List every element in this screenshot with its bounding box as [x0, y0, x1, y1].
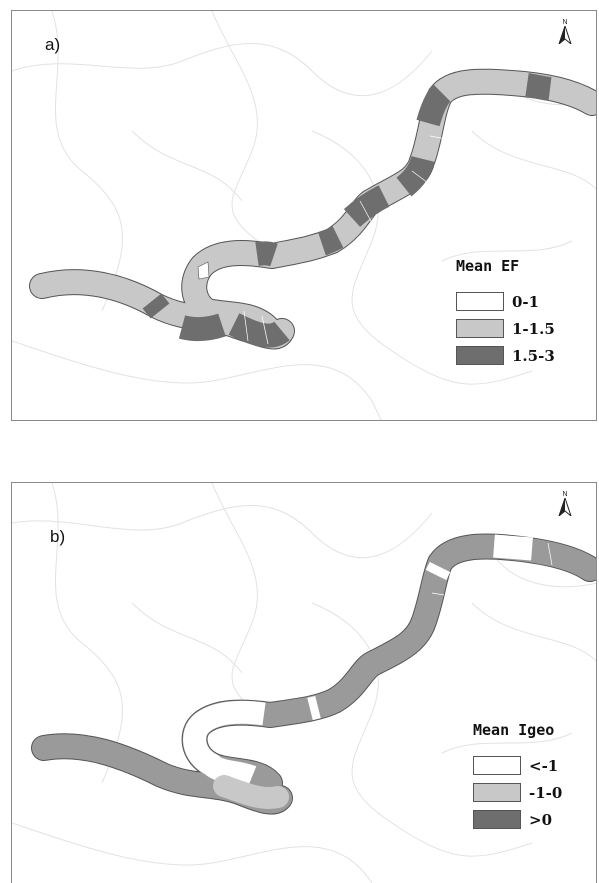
- river-map-b: [12, 483, 596, 883]
- legend-label: -1-0: [529, 783, 563, 802]
- legend-item: 1-1.5: [456, 318, 555, 339]
- north-arrow: N: [556, 19, 574, 48]
- panel-label: a): [45, 35, 61, 54]
- segment-lines: [243, 135, 447, 345]
- legend-label: 0-1: [512, 292, 540, 311]
- map-panel-b: b) N Mean Igeo <-1 -1-0 >0: [11, 482, 597, 883]
- legend-label: >0: [529, 810, 553, 829]
- legend-item: 1.5-3: [456, 345, 555, 366]
- admin-boundaries: [12, 11, 596, 420]
- map-panel-a: a) N Mean EF 0-1 1-1.5 1.5-3: [11, 10, 597, 421]
- north-arrow-icon: [557, 496, 573, 518]
- legend-b: Mean Igeo <-1 -1-0 >0: [473, 721, 562, 836]
- river-map-a: [12, 11, 596, 420]
- legend-a: Mean EF 0-1 1-1.5 1.5-3: [456, 257, 555, 372]
- legend-item: <-1: [473, 755, 562, 776]
- legend-swatch: [456, 346, 504, 365]
- legend-swatch: [473, 783, 521, 802]
- admin-boundaries: [12, 483, 596, 883]
- legend-swatch: [473, 756, 521, 775]
- panel-label: b): [50, 527, 66, 546]
- legend-item: -1-0: [473, 782, 562, 803]
- north-label: N: [562, 19, 568, 26]
- legend-title: Mean Igeo: [473, 721, 555, 739]
- legend-item: >0: [473, 809, 562, 830]
- legend-label: 1.5-3: [512, 346, 555, 365]
- segment-lines: [431, 542, 553, 596]
- legend-swatch: [456, 319, 504, 338]
- north-arrow-icon: [557, 24, 573, 46]
- legend-swatch: [473, 810, 521, 829]
- north-label: N: [562, 491, 568, 498]
- legend-swatch: [456, 292, 504, 311]
- north-arrow: N: [556, 491, 574, 520]
- legend-label: 1-1.5: [512, 319, 555, 338]
- legend-label: <-1: [529, 756, 559, 775]
- igeo-low-segments: [183, 534, 533, 788]
- legend-item: 0-1: [456, 291, 555, 312]
- legend-title: Mean EF: [456, 257, 520, 275]
